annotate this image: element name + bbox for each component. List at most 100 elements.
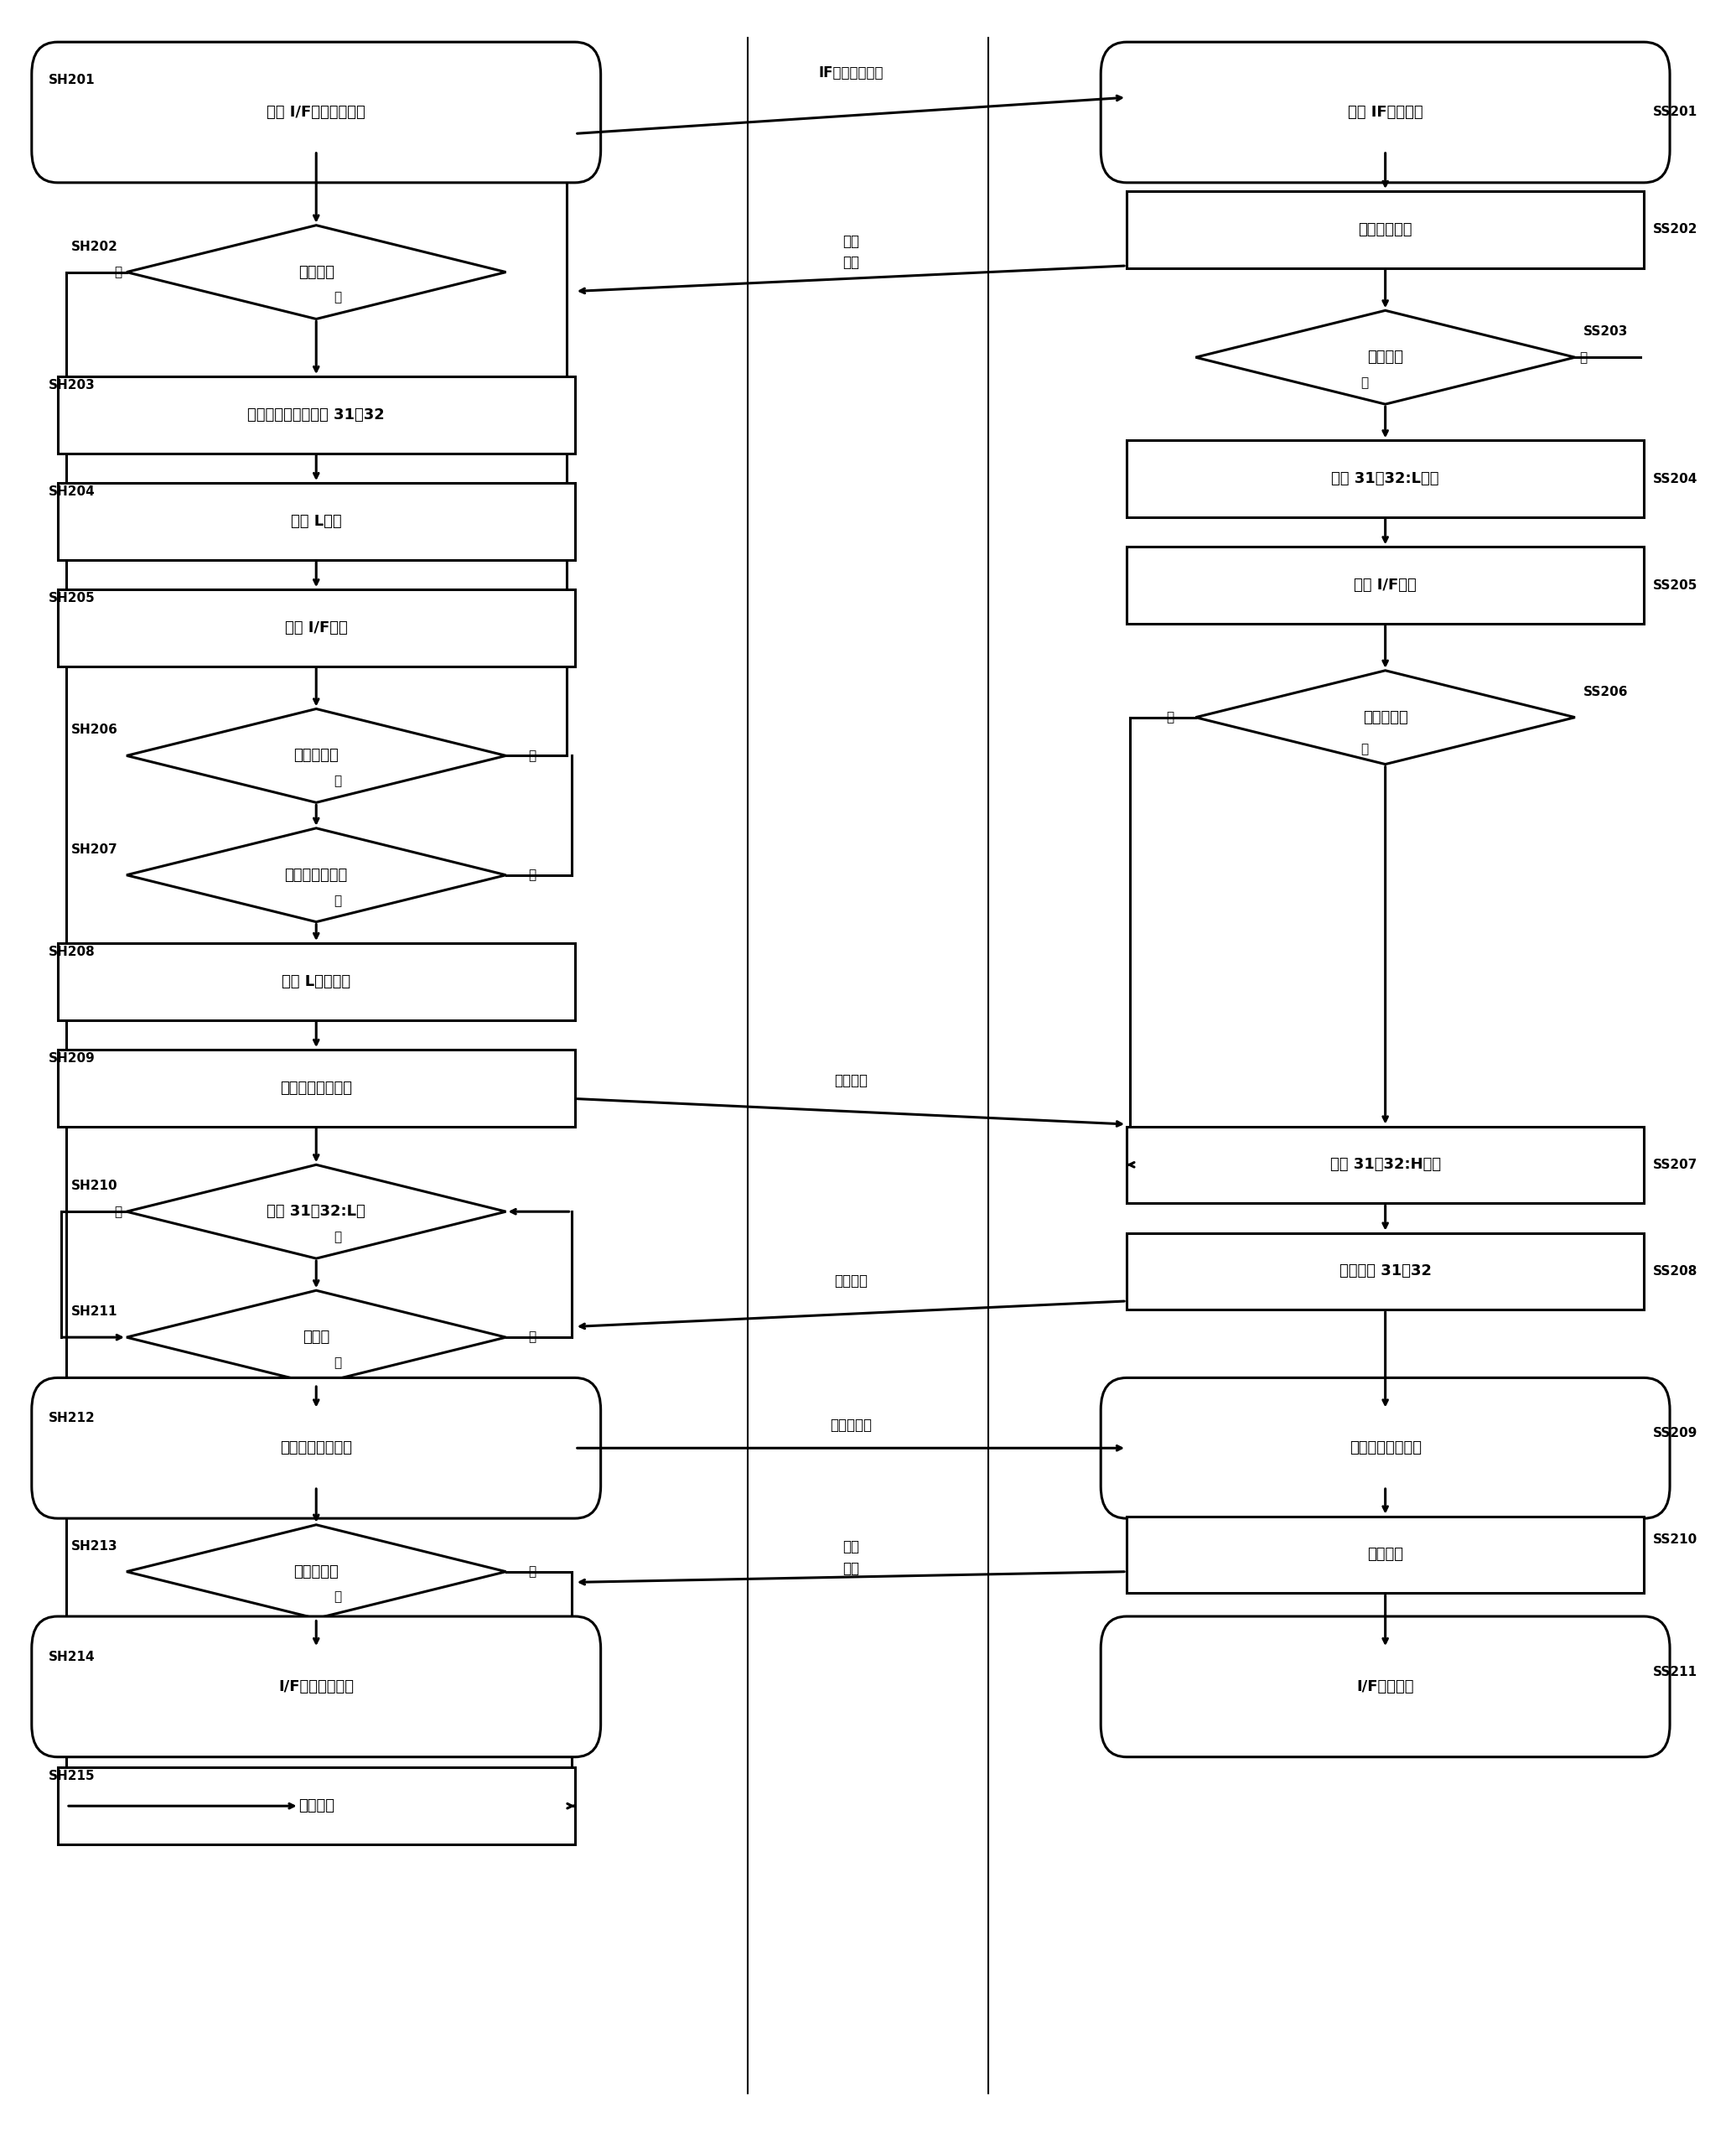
FancyBboxPatch shape	[31, 1377, 601, 1519]
Text: SH210: SH210	[71, 1180, 118, 1193]
FancyBboxPatch shape	[31, 1617, 601, 1756]
Text: SS207: SS207	[1653, 1159, 1698, 1172]
Bar	[57, 589, 575, 666]
Text: 经过等待时间？: 经过等待时间？	[285, 868, 347, 883]
FancyBboxPatch shape	[1101, 1377, 1670, 1519]
Text: 切换完成？: 切换完成？	[1363, 709, 1408, 724]
Text: 否: 否	[115, 266, 122, 278]
Text: 超时？: 超时？	[302, 1330, 330, 1345]
Text: SH205: SH205	[49, 591, 95, 604]
Text: 状态: 状态	[842, 255, 859, 270]
Text: 时钟输入: 时钟输入	[833, 1073, 868, 1088]
Text: 否: 否	[528, 1330, 536, 1343]
Text: SS205: SS205	[1653, 578, 1698, 591]
Polygon shape	[127, 709, 505, 803]
Text: SH215: SH215	[49, 1769, 95, 1782]
Text: SS209: SS209	[1653, 1427, 1698, 1439]
Text: 释放总线 31、32: 释放总线 31、32	[1338, 1264, 1432, 1279]
Bar	[1127, 1234, 1644, 1309]
Text: SH202: SH202	[71, 240, 118, 253]
Text: 是: 是	[333, 893, 340, 906]
Text: 发出 I/F电压切换命令: 发出 I/F电压切换命令	[267, 105, 366, 120]
Text: SH214: SH214	[49, 1651, 95, 1662]
Text: 重新开始时钟输出: 重新开始时钟输出	[279, 1080, 352, 1095]
Polygon shape	[127, 1289, 505, 1384]
Text: SS202: SS202	[1653, 223, 1698, 236]
Text: 能切换？: 能切换？	[299, 266, 335, 281]
Text: 总线 31、32:H输出: 总线 31、32:H输出	[1330, 1157, 1441, 1172]
Text: 主装置: 主装置	[300, 47, 332, 64]
Text: SH213: SH213	[71, 1540, 118, 1553]
Polygon shape	[127, 829, 505, 921]
FancyBboxPatch shape	[31, 43, 601, 182]
Text: IF电压切换命令: IF电压切换命令	[818, 64, 884, 81]
Polygon shape	[1196, 670, 1575, 765]
Text: 发出切换确认命令: 发出切换确认命令	[279, 1442, 352, 1457]
Text: SS206: SS206	[1583, 685, 1628, 698]
Text: SS208: SS208	[1653, 1266, 1698, 1277]
Text: 正常完成？: 正常完成？	[293, 1564, 339, 1579]
Polygon shape	[1196, 311, 1575, 405]
Bar	[57, 942, 575, 1020]
Text: 切换 I/F电压: 切换 I/F电压	[1354, 578, 1417, 593]
Text: 完成确认: 完成确认	[1368, 1547, 1403, 1562]
Text: 否: 否	[1167, 711, 1174, 724]
Text: SS204: SS204	[1653, 473, 1698, 484]
FancyBboxPatch shape	[1101, 1617, 1670, 1756]
Text: 否: 否	[1580, 351, 1587, 364]
Text: SS201: SS201	[1653, 107, 1698, 118]
Text: 是: 是	[333, 1592, 340, 1604]
Text: 总线 31、32:L输出: 总线 31、32:L输出	[1332, 471, 1439, 486]
Text: SH209: SH209	[49, 1052, 95, 1065]
Text: SH206: SH206	[71, 724, 118, 737]
Text: 状态: 状态	[842, 1562, 859, 1577]
Bar	[1127, 1517, 1644, 1594]
Text: 能工作？: 能工作？	[1368, 349, 1403, 364]
Text: 切换确认令: 切换确认令	[830, 1418, 871, 1433]
Text: SH211: SH211	[71, 1304, 118, 1317]
Text: SH208: SH208	[49, 945, 95, 957]
Text: 总线 31、32:L？: 总线 31、32:L？	[267, 1204, 366, 1219]
Text: 是: 是	[333, 291, 340, 304]
Bar	[1127, 441, 1644, 516]
Text: 否: 否	[528, 1566, 536, 1579]
Text: 附属装置: 附属装置	[1364, 47, 1406, 64]
Text: SS210: SS210	[1653, 1534, 1698, 1547]
Text: SH204: SH204	[49, 486, 95, 497]
Text: 否: 否	[528, 750, 536, 763]
Text: SS203: SS203	[1583, 326, 1628, 338]
Bar	[1127, 1127, 1644, 1204]
Bar	[57, 1767, 575, 1844]
Text: 停止时钟，释放总线 31、32: 停止时钟，释放总线 31、32	[248, 407, 385, 422]
Text: 响应: 响应	[842, 1540, 859, 1555]
FancyBboxPatch shape	[1101, 43, 1670, 182]
Text: 时钟 L输出: 时钟 L输出	[292, 514, 342, 529]
Bar	[57, 377, 575, 454]
Bar	[1127, 546, 1644, 623]
Text: 判断命令响应: 判断命令响应	[1358, 223, 1413, 238]
Text: 是: 是	[333, 1356, 340, 1369]
Text: I/F电压切换完成: I/F电压切换完成	[278, 1679, 354, 1694]
Polygon shape	[127, 1525, 505, 1619]
Polygon shape	[127, 1165, 505, 1259]
Text: 是: 是	[333, 1232, 340, 1245]
Text: SH201: SH201	[49, 75, 95, 86]
Bar	[1127, 191, 1644, 268]
Text: SH212: SH212	[49, 1412, 95, 1424]
Bar	[57, 1050, 575, 1127]
Text: 接收 IF切换命令: 接收 IF切换命令	[1347, 105, 1424, 120]
Text: SS211: SS211	[1653, 1666, 1698, 1677]
Text: 通知完成: 通知完成	[833, 1272, 868, 1287]
Text: I/F切换完成: I/F切换完成	[1356, 1679, 1415, 1694]
Text: 是: 是	[1361, 743, 1368, 756]
Text: 响应: 响应	[842, 233, 859, 248]
Text: 时钟 L输出停止: 时钟 L输出停止	[281, 975, 351, 990]
Polygon shape	[127, 225, 505, 319]
Bar	[57, 484, 575, 559]
Text: 异常处理: 异常处理	[299, 1799, 335, 1814]
Text: SH207: SH207	[71, 844, 118, 857]
Text: 否: 否	[528, 870, 536, 880]
Text: SH203: SH203	[49, 379, 95, 392]
Text: 接收切换确认命令: 接收切换确认命令	[1349, 1442, 1422, 1457]
Text: 切换完成？: 切换完成？	[293, 748, 339, 763]
